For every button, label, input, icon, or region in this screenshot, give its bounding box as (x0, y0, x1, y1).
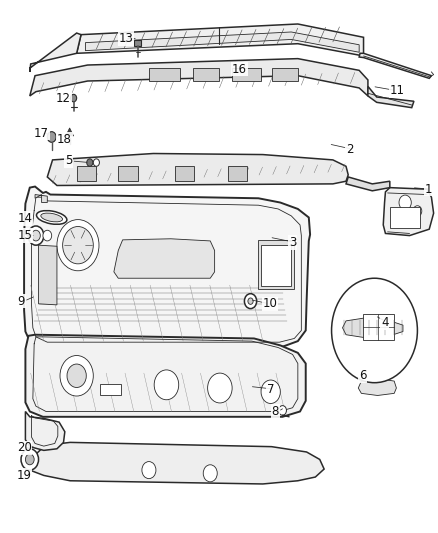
Text: 2: 2 (346, 143, 353, 156)
Bar (118, 166, 138, 181)
Circle shape (399, 195, 411, 210)
Circle shape (279, 406, 286, 415)
Polygon shape (368, 86, 414, 108)
Circle shape (63, 227, 93, 264)
Polygon shape (30, 33, 81, 72)
Text: 5: 5 (65, 155, 72, 167)
Circle shape (332, 278, 417, 383)
Text: 20: 20 (17, 441, 32, 454)
Bar (228, 166, 247, 181)
Polygon shape (47, 154, 348, 185)
Polygon shape (346, 177, 390, 191)
Bar (100, 384, 121, 395)
Text: 10: 10 (263, 297, 278, 310)
Circle shape (28, 226, 44, 245)
Polygon shape (343, 317, 403, 338)
Polygon shape (30, 59, 368, 96)
Polygon shape (358, 378, 396, 395)
Circle shape (154, 370, 179, 400)
Text: 7: 7 (267, 383, 275, 395)
Ellipse shape (41, 213, 63, 222)
Bar (390, 207, 420, 228)
Circle shape (203, 465, 217, 482)
Text: 17: 17 (34, 127, 49, 140)
Circle shape (67, 364, 86, 387)
Ellipse shape (36, 211, 67, 224)
Circle shape (87, 159, 93, 166)
Polygon shape (383, 188, 434, 236)
Polygon shape (85, 32, 359, 52)
Text: 13: 13 (118, 32, 133, 45)
Polygon shape (114, 239, 215, 278)
Bar (363, 314, 394, 340)
Bar (232, 68, 261, 81)
Text: 16: 16 (232, 63, 247, 76)
Text: 18: 18 (57, 133, 72, 146)
Bar (258, 240, 294, 289)
Text: 8: 8 (272, 405, 279, 418)
Text: 1: 1 (425, 183, 432, 196)
Circle shape (244, 294, 257, 309)
Circle shape (43, 230, 52, 241)
Circle shape (399, 216, 407, 227)
Polygon shape (24, 187, 310, 348)
Bar (272, 68, 298, 81)
Circle shape (57, 220, 99, 271)
Polygon shape (25, 335, 306, 417)
Circle shape (60, 356, 93, 396)
Polygon shape (30, 442, 324, 484)
Bar (261, 245, 291, 286)
Circle shape (21, 449, 39, 470)
Circle shape (25, 454, 34, 465)
Bar (193, 68, 219, 81)
Polygon shape (359, 53, 431, 78)
Circle shape (413, 206, 422, 216)
Circle shape (142, 462, 156, 479)
Circle shape (261, 380, 280, 403)
Text: 19: 19 (17, 469, 32, 482)
Text: 11: 11 (390, 84, 405, 97)
Text: 12: 12 (56, 92, 71, 105)
Text: 14: 14 (18, 212, 32, 225)
Text: 3: 3 (289, 236, 297, 249)
Polygon shape (39, 245, 57, 305)
Circle shape (248, 298, 253, 304)
Bar (134, 40, 141, 46)
Bar (149, 68, 180, 81)
Text: 15: 15 (18, 229, 32, 242)
Polygon shape (25, 411, 65, 450)
Bar (175, 166, 194, 181)
Text: 6: 6 (359, 369, 367, 382)
Polygon shape (77, 24, 364, 56)
Polygon shape (66, 128, 74, 136)
Bar (77, 166, 96, 181)
Text: 9: 9 (18, 295, 25, 308)
Circle shape (93, 159, 99, 166)
Circle shape (32, 230, 40, 241)
Circle shape (47, 132, 56, 142)
Circle shape (208, 373, 232, 403)
Text: 4: 4 (381, 316, 389, 329)
Polygon shape (35, 195, 47, 203)
Circle shape (71, 94, 77, 102)
